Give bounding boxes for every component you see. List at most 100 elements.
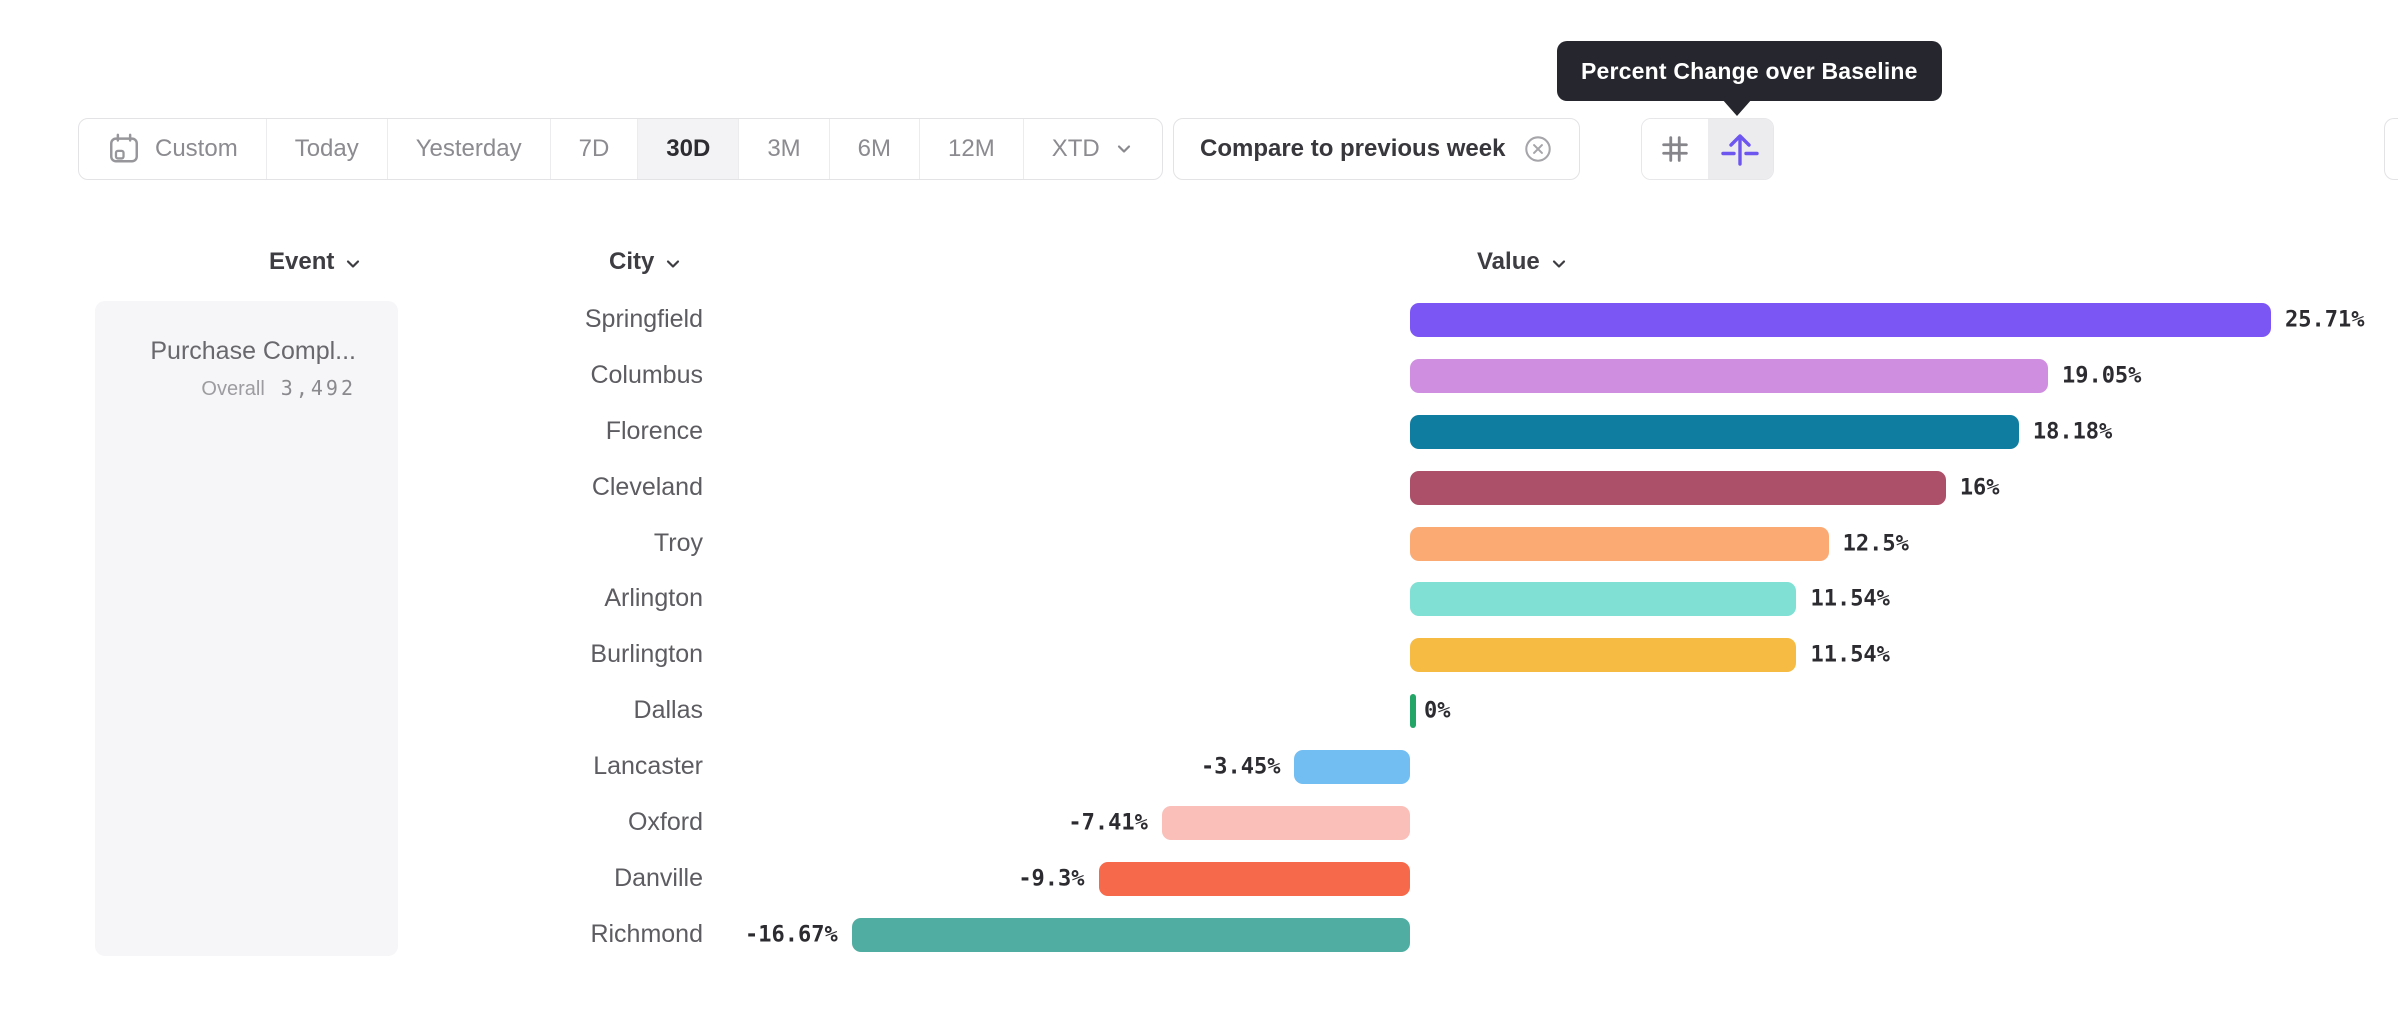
bar-value-label: -7.41% [1068,810,1148,836]
bar-canvas: 12.5% [710,516,2391,572]
calendar-icon [107,132,141,166]
bar-canvas: -9.3% [710,851,2391,907]
city-label: Troy [653,528,703,557]
bar-value-label: 25.71% [2285,307,2365,333]
table-row: Arlington 11.54% [420,571,2391,627]
column-header-event[interactable]: Event [269,245,363,279]
bar[interactable] [1410,470,1946,505]
range-button-yesterday[interactable]: Yesterday [386,119,550,179]
tooltip: Percent Change over Baseline [1557,41,1942,101]
bar[interactable] [1410,526,1829,561]
range-button-today[interactable]: Today [265,119,387,179]
city-label: Springfield [584,305,703,333]
bar-canvas: -16.67% [710,907,2391,963]
compare-button[interactable]: Compare to previous week [1173,118,1581,180]
event-panel[interactable]: Purchase Compl... Overall 3,492 [95,301,398,956]
range-button-30d[interactable]: 30D [637,119,739,179]
range-button-7d[interactable]: 7D [549,119,638,179]
range-button-6m[interactable]: 6M [828,119,919,179]
bar-canvas: -3.45% [710,739,2391,795]
bar-canvas: 19.05% [710,348,2391,404]
city-label: Arlington [604,584,703,613]
compare-label: Compare to previous week [1200,135,1506,162]
bar-value-label: 0% [1424,698,1451,724]
table-row: Troy 12.5% [420,516,2391,572]
circle-x-icon[interactable] [1523,134,1553,164]
bar-value-label: 11.54% [1810,586,1890,612]
absolute-values-button[interactable] [1642,119,1708,179]
range-label: 30D [666,135,711,162]
bar-canvas: 0% [710,683,2391,739]
range-label: Custom [155,135,238,162]
percent-change-over-baseline-button[interactable] [1707,119,1773,179]
bar[interactable] [1098,861,1410,896]
table-row: Richmond -16.67% [420,907,2391,963]
bar-canvas: 11.54% [710,627,2391,683]
chevron-down-icon [1549,251,1569,274]
table-row: Burlington 11.54% [420,627,2391,683]
bar-value-label: -3.45% [1200,754,1281,780]
city-label: Columbus [590,360,703,389]
table-row: Dallas 0% [420,683,2391,739]
event-header-label: Event [269,248,335,275]
column-header-value[interactable]: Value [1477,245,1569,279]
range-label: 7D [578,135,610,162]
bar[interactable] [1410,303,2271,337]
bar-canvas: 16% [710,460,2391,516]
bar-canvas: 11.54% [710,571,2391,627]
range-label: Today [294,135,359,162]
city-header-label: City [609,248,655,275]
bar[interactable] [1410,694,1416,729]
bar[interactable] [1410,414,2019,449]
city-label: Danville [614,863,703,892]
table-row: Oxford -7.41% [420,795,2391,851]
bar-value-label: 12.5% [1842,531,1909,556]
bar-value-label: -16.67% [745,922,838,948]
bar[interactable] [1410,638,1797,673]
bar[interactable] [1410,582,1797,617]
bar-value-label: 11.54% [1810,642,1890,668]
city-label: Lancaster [593,752,703,781]
bar[interactable] [1161,806,1410,841]
range-button-custom[interactable]: Custom [79,119,266,179]
table-row: Cleveland 16% [420,460,2391,516]
chevron-down-icon [663,251,683,274]
bar-value-label: 16% [1959,475,2000,501]
arrow-up-from-baseline-icon [1718,131,1762,167]
bar-chart: Springfield 25.71% Columbus 19.05% Florence 1… [420,292,2391,963]
chart-value-mode-toggle [1641,118,1774,180]
city-label: Florence [605,416,703,445]
date-range-selector: Custom Today Yesterday 7D 30D 3M 6M 12M XTD [78,118,1163,180]
range-label: 3M [767,135,801,162]
city-label: Richmond [590,919,703,948]
value-header-label: Value [1477,248,1540,275]
table-row: Florence 18.18% [420,404,2391,460]
bar-value-label: 19.05% [2061,363,2142,389]
table-row: Danville -9.3% [420,851,2391,907]
bar[interactable] [1410,358,2048,393]
bar[interactable] [851,917,1410,952]
bar-canvas: 25.71% [710,292,2391,348]
city-label: Burlington [590,640,703,669]
table-row: Columbus 19.05% [420,348,2391,404]
bar-canvas: 18.18% [710,404,2391,460]
bar-value-label: -9.3% [1018,866,1085,892]
range-label: 6M [857,135,891,162]
overall-value: 3,492 [280,376,356,400]
range-label: XTD [1051,135,1100,162]
range-button-xtd[interactable]: XTD [1022,119,1162,179]
range-button-3m[interactable]: 3M [738,119,828,179]
event-name[interactable]: Purchase Compl... [150,337,356,365]
city-label: Dallas [633,696,703,725]
tooltip-caret-icon [1722,99,1752,116]
range-button-12m[interactable]: 12M [919,119,1023,179]
overall-label: Overall [201,378,265,400]
tooltip-text: Percent Change over Baseline [1581,57,1918,84]
partial-button-right-edge[interactable] [2384,118,2398,180]
table-row: Springfield 25.71% [420,292,2391,348]
bar[interactable] [1294,750,1410,785]
range-label: 12M [948,135,995,162]
column-header-city[interactable]: City [609,245,683,279]
event-overall-row: Overall 3,492 [115,376,356,401]
